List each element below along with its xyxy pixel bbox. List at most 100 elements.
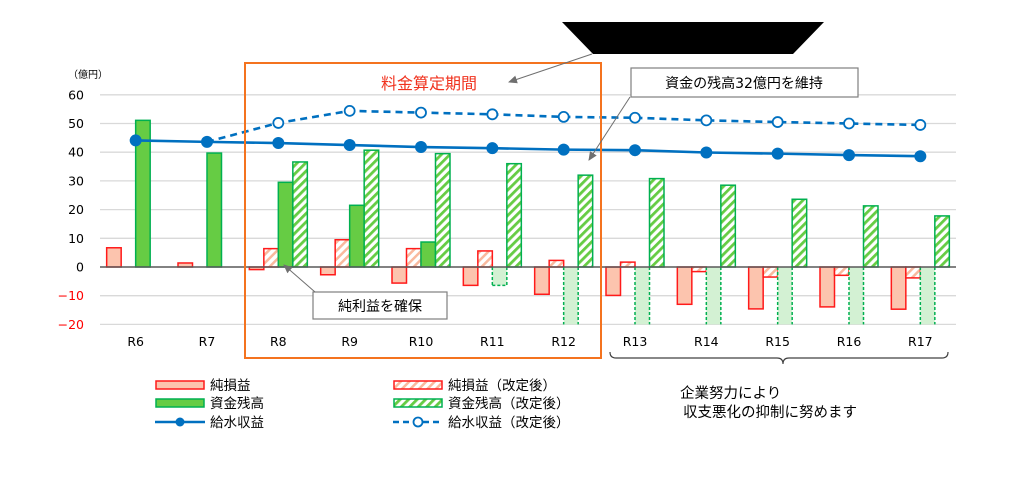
bar [905,266,922,279]
callout-arrow-to-period [508,53,593,84]
bar-fill [920,267,935,325]
filled-marker-icon [557,143,570,156]
filled-marker-icon [415,141,427,154]
filled-marker-icon [771,147,784,160]
hollow-marker-icon [415,106,427,119]
bar [833,266,850,277]
profit-callout-box [312,291,448,320]
bar [391,266,408,284]
bar-fill [706,267,721,325]
y-tick-label: 60 [68,87,84,102]
x-category-label: R15 [765,334,790,349]
x-category-label: R10 [409,334,434,349]
x-category-label: R7 [199,334,216,349]
legend-swatch-net-profit-revised [393,380,443,390]
y-axis-unit-label: （億円） [68,68,108,81]
legend-swatch-fund-balance-revised [393,398,443,408]
bar-fill [563,267,579,325]
bar [791,198,808,268]
hollow-marker-icon [843,117,855,130]
bar [577,174,594,268]
legend-swatch-net-profit [155,380,205,390]
hollow-marker-icon [700,114,713,127]
legend-label-water-revenue-revised: 給水収益（改定後） [448,415,570,431]
rate-period-box [244,62,602,359]
y-axis-ticks: 60 50 40 30 20 10 0 −10 −20 [58,87,84,332]
x-category-label: R11 [480,334,505,349]
bar [277,181,294,268]
legend-label-fund-balance: 資金残高 [210,395,264,412]
bar [462,266,479,287]
filled-marker-icon [272,137,285,150]
bar [548,259,565,268]
bar [319,266,336,276]
bar-fill [492,267,507,286]
legend-label-water-revenue: 給水収益 [210,415,264,431]
legend-marker-filled-circle-icon [175,417,185,427]
hollow-marker-icon [343,104,356,117]
profit-callout-arrow [283,264,316,293]
bar [348,204,365,268]
x-category-label: R12 [551,334,576,349]
y-tick-label: 20 [68,202,84,217]
bar [747,266,764,310]
hollow-marker-icon [771,116,784,128]
bar [405,247,422,268]
filled-marker-icon [700,146,713,159]
filled-marker-icon [914,150,927,163]
bar-fill [777,267,793,325]
filled-marker-icon [343,139,356,152]
note-line-2: 収支悪化の抑制に努めます [683,404,857,421]
x-category-label: R13 [623,334,648,349]
note-line-1: 企業努力により [680,384,781,402]
legend-label-net-profit: 純損益 [210,378,251,394]
water-revenue-line [135,139,921,158]
y-tick-label: 50 [68,116,84,131]
profit-callout-text: 純利益を確保 [338,299,422,315]
bar [934,215,951,268]
bar-fill [635,267,650,325]
bar [819,266,836,308]
bar [605,266,622,297]
bar [762,266,779,278]
y-tick-label: −10 [58,288,84,303]
fund-callout-box [630,67,859,98]
hollow-marker-icon [486,108,499,121]
bar [890,266,907,310]
bar [434,152,451,268]
bar [206,152,223,268]
legend-label-fund-balance-revised: 資金残高（改定後） [448,395,570,412]
line-series [129,104,927,163]
x-axis-categories: R6 R7 R8 R9 R10 R11 R12 R13 R14 R15 R16 R17 [127,334,932,349]
y-tick-label: 40 [68,145,84,160]
fund-callout-arrow [588,96,631,161]
x-category-label: R14 [694,334,719,349]
bar [720,184,737,268]
legend-marker-hollow-circle-icon [412,416,424,428]
legend-swatch-fund-balance [155,398,205,408]
x-category-label: R6 [127,334,144,349]
legend-label-net-profit-revised: 純損益（改定後） [448,378,556,394]
x-category-label: R17 [908,334,933,349]
filled-marker-icon [486,142,499,155]
filled-marker-icon [129,134,142,147]
legend: 純損益 資金残高 給水収益 純損益（改定後） 資金残高（改定後） 給水収益（改定… [155,378,570,431]
hollow-marker-icon [629,111,641,124]
bar [363,149,380,268]
bar [420,241,437,268]
redacted-callout-box [562,22,824,54]
fund-callout-text: 資金の残高32億円を維持 [665,75,823,92]
y-tick-label: 0 [76,260,84,275]
bar [506,162,523,268]
y-tick-label: −20 [58,317,84,332]
filled-marker-icon [629,144,641,157]
bar [292,161,309,268]
bar [105,247,122,268]
x-category-label: R9 [341,334,358,349]
y-tick-label: 30 [68,173,84,188]
x-category-label: R16 [837,334,862,349]
bar [334,238,351,268]
bar [648,177,665,268]
